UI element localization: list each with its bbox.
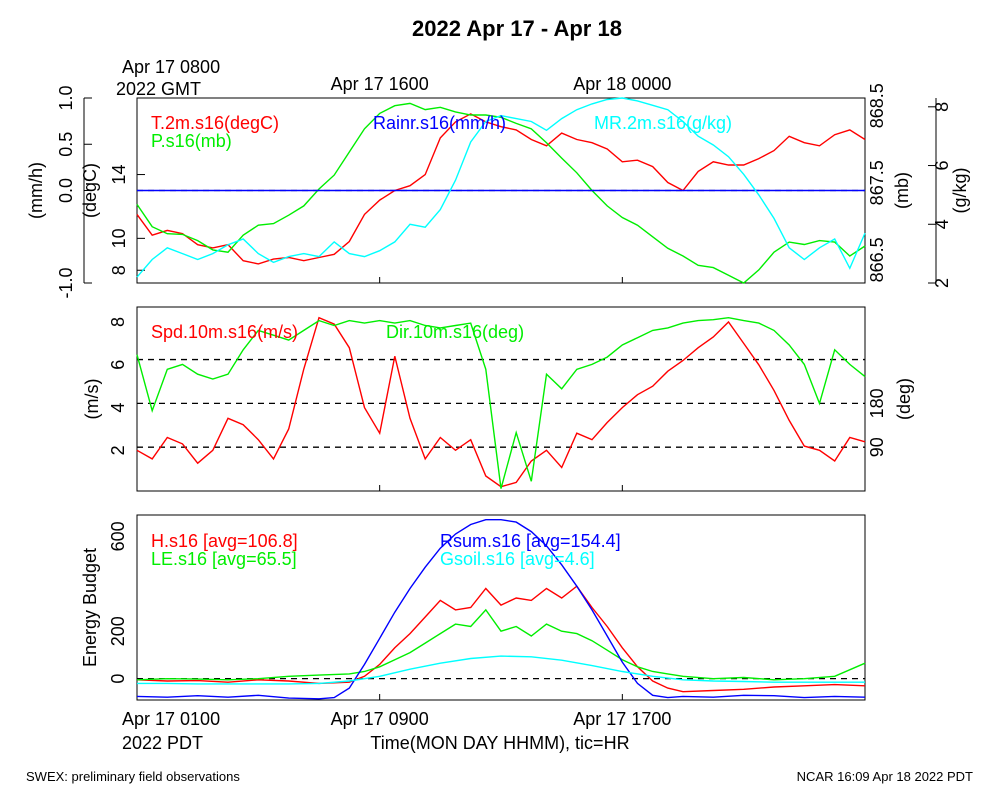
- series-gsoil-s16-avg-4-6: [137, 655, 865, 685]
- middle-plot-frame: [136, 306, 866, 492]
- mr-tick-label: 2: [932, 278, 952, 288]
- page-title: 2022 Apr 17 - Apr 18: [412, 16, 622, 41]
- top-time-tick-label: Apr 17 1600: [331, 74, 429, 94]
- pres-tick-label: 867.5: [867, 160, 887, 205]
- spd-axis-label: (m/s): [82, 379, 102, 420]
- legend-rsum-s16-avg-154-4: Rsum.s16 [avg=154.4]: [440, 531, 621, 551]
- rain-tick-label: 0.0: [56, 178, 76, 203]
- temp-axis-label: (degC): [80, 163, 100, 218]
- temp-tick-label: 8: [109, 265, 129, 275]
- pres-axis-label: (mb): [892, 172, 912, 209]
- dir-tick-label: 180: [867, 388, 887, 418]
- x-time-tick-label: Apr 17 1700: [573, 709, 671, 729]
- legend-spd-10m-s16-m-s: Spd.10m.s16(m/s): [151, 322, 298, 342]
- series-le-s16-avg-65-5: [136, 608, 866, 681]
- spd-tick-label: 4: [108, 403, 128, 413]
- series-h-s16-avg-106-8: [136, 585, 866, 693]
- legend-h-s16-avg-106-8: H.s16 [avg=106.8]: [151, 531, 298, 551]
- legend-mr-2m-s16-g-kg: MR.2m.s16(g/kg): [594, 113, 732, 133]
- panel-bottom: 0 200 600 Energy Budget Apr 17 0100 2022 PDT A…: [80, 514, 866, 753]
- rain-tick-label: 1.0: [56, 85, 76, 110]
- pres-tick-label: 866.5: [867, 237, 887, 282]
- footer-left: SWEX: preliminary field observations: [26, 769, 240, 784]
- x-time-tick-label: Apr 17 0100: [122, 709, 220, 729]
- series-spd-10m-s16-m-s: [136, 316, 866, 488]
- bottom-plot-frame: [136, 514, 866, 701]
- top-time-tick-label: Apr 18 0000: [573, 74, 671, 94]
- legend-rainr-s16-mm-h: Rainr.s16(mm/h): [373, 113, 506, 133]
- temp-tick-label: 14: [109, 165, 129, 185]
- temp-tick-label: 10: [109, 228, 129, 248]
- energy-tick-label: 600: [108, 521, 128, 551]
- top-time-zone-label: 2022 GMT: [116, 79, 201, 99]
- series-rsum-s16-avg-154-4: [136, 519, 866, 700]
- x-time-zone-label: 2022 PDT: [122, 733, 203, 753]
- legend-p-s16-mb: P.s16(mb): [151, 131, 232, 151]
- spd-tick-label: 6: [108, 360, 128, 370]
- panel-middle: 2 4 6 8 (m/s) 90 180 (deg) Spd.10m.s16(m/s) Dir.1…: [82, 306, 914, 492]
- energy-axis-label: Energy Budget: [80, 548, 100, 667]
- pres-tick-label: 868.5: [867, 83, 887, 128]
- x-axis-title: Time(MON DAY HHMM), tic=HR: [370, 733, 629, 753]
- energy-tick-label: 200: [108, 616, 128, 646]
- dir-axis-label: (deg): [894, 378, 914, 420]
- series-p-s16-mb: [136, 102, 866, 284]
- spd-tick-label: 8: [108, 317, 128, 327]
- dir-tick-label: 90: [867, 437, 887, 457]
- legend-dir-10m-s16-deg: Dir.10m.s16(deg): [386, 322, 524, 342]
- series-dir-10m-s16-deg: [136, 316, 866, 489]
- series-mr-2m-s16-g-kg: [136, 97, 866, 278]
- x-time-tick-label: Apr 17 0900: [331, 709, 429, 729]
- energy-tick-label: 0: [108, 674, 128, 684]
- series-t-2m-s16-degc: [136, 113, 866, 265]
- rain-tick-label: -1.0: [56, 267, 76, 298]
- legend-t-2m-s16-degc: T.2m.s16(degC): [151, 113, 279, 133]
- mr-axis-label: (g/kg): [950, 167, 970, 213]
- panel-top: -1.0 0.0 0.5 1.0 (mm/h) 8 10 14 (degC) 866.5 867.5…: [26, 57, 970, 299]
- footer-right: NCAR 16:09 Apr 18 2022 PDT: [797, 769, 973, 784]
- spd-tick-label: 2: [108, 445, 128, 455]
- mr-tick-label: 6: [932, 161, 952, 171]
- mr-tick-label: 8: [932, 102, 952, 112]
- rain-axis-label: (mm/h): [26, 162, 46, 219]
- rain-tick-label: 0.5: [56, 132, 76, 157]
- legend-gsoil-s16-avg-4-6: Gsoil.s16 [avg=4.6]: [440, 549, 595, 569]
- mr-tick-label: 4: [932, 219, 952, 229]
- legend-le-s16-avg-65-5: LE.s16 [avg=65.5]: [151, 549, 297, 569]
- top-time-tick-label: Apr 17 0800: [122, 57, 220, 77]
